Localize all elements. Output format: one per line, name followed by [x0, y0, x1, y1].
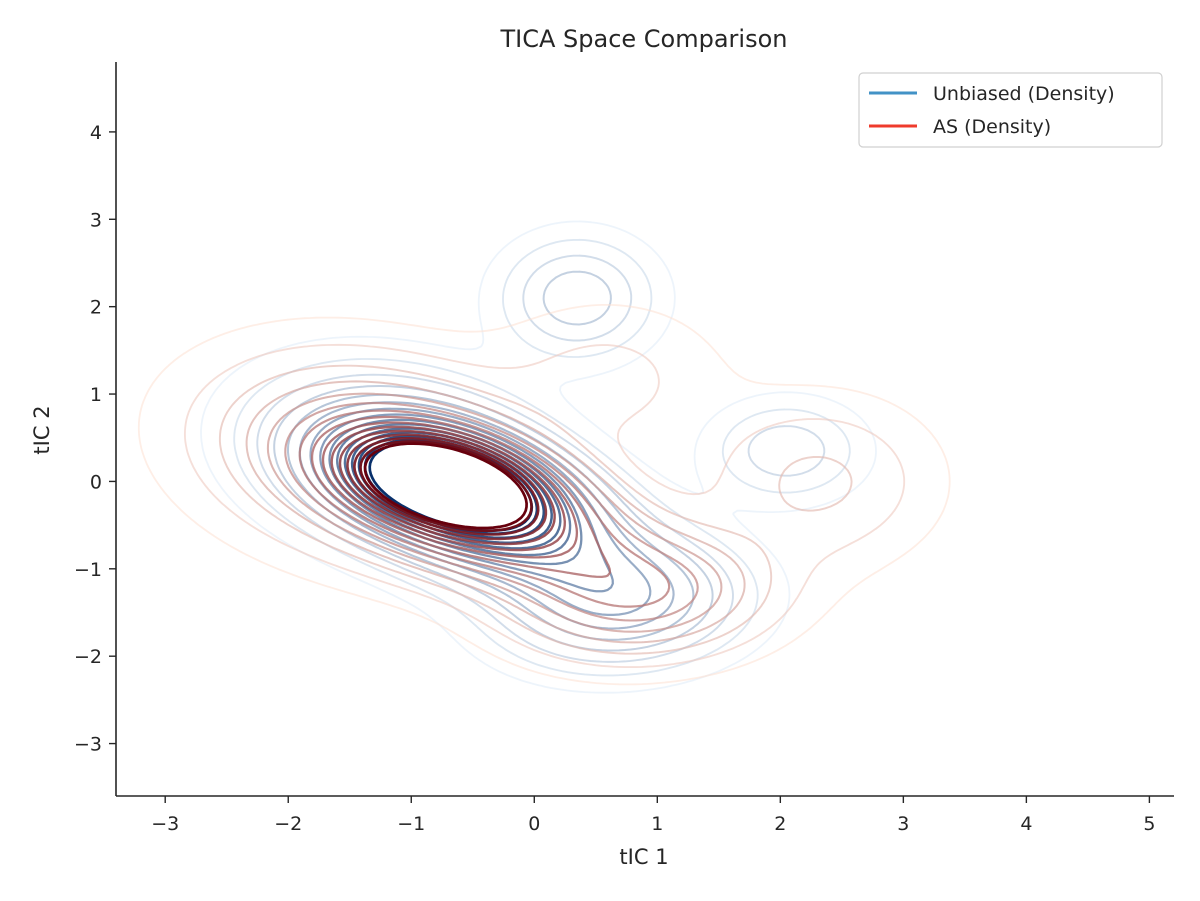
x-tick-label: 5 — [1143, 813, 1155, 835]
y-tick-label: 3 — [90, 209, 102, 231]
x-tick-label: 4 — [1020, 813, 1032, 835]
x-tick-label: 3 — [897, 813, 909, 835]
y-tick-label: 4 — [90, 122, 102, 144]
x-tick-label: −2 — [274, 813, 302, 835]
x-axis-label: tIC 1 — [619, 845, 668, 869]
y-tick-label: −2 — [74, 646, 102, 668]
contour-as-density-level-1 — [137, 304, 951, 686]
legend-label-unbiased: Unbiased (Density) — [933, 83, 1115, 105]
y-tick-label: −3 — [74, 734, 102, 756]
contour-as-density-level-11 — [338, 429, 556, 546]
contour-as-density-level-3 — [218, 364, 853, 655]
x-tick-label: 1 — [651, 813, 663, 835]
y-tick-label: −1 — [74, 559, 102, 581]
y-axis-ticks: −3 −2 −1 0 1 2 3 4 — [74, 122, 116, 756]
contour-as-density-level-14 — [359, 440, 533, 533]
contour-as-density-level-2 — [183, 343, 906, 669]
contour-as-density-level-9 — [321, 421, 579, 559]
contour-as-density-level-12 — [346, 433, 548, 541]
contour-as-density-level-4 — [245, 380, 746, 644]
contour-as-density-level-6 — [284, 402, 699, 622]
x-axis-ticks: −3 −2 −1 0 1 2 3 4 5 — [151, 796, 1155, 835]
legend-frame — [858, 72, 1163, 148]
x-tick-label: 0 — [528, 813, 540, 835]
contour-unbiased-density-level-3 — [256, 254, 826, 663]
contour-unbiased-density-level-1 — [200, 220, 877, 694]
contour-as-density-level-13 — [353, 437, 540, 536]
y-tick-label: 1 — [90, 384, 102, 406]
contour-as-density-level-10 — [330, 425, 566, 552]
contour-as-density-level-7 — [298, 409, 671, 608]
legend: Unbiased (Density) AS (Density) — [858, 72, 1163, 148]
contour-unbiased-density-level-2 — [233, 238, 851, 677]
x-tick-label: 2 — [774, 813, 786, 835]
y-tick-label: 0 — [90, 471, 102, 493]
x-tick-label: −3 — [151, 813, 179, 835]
contour-as-density-level-8 — [310, 415, 612, 579]
x-tick-label: −1 — [397, 813, 425, 835]
contour-as-density-level-15 — [363, 442, 528, 530]
chart-title: TICA Space Comparison — [499, 25, 787, 53]
contour-layer — [137, 220, 951, 694]
legend-label-as: AS (Density) — [933, 116, 1051, 138]
y-tick-label: 2 — [90, 297, 102, 319]
contour-as-density-level-5 — [266, 392, 723, 633]
y-axis-label: tIC 2 — [30, 405, 54, 454]
